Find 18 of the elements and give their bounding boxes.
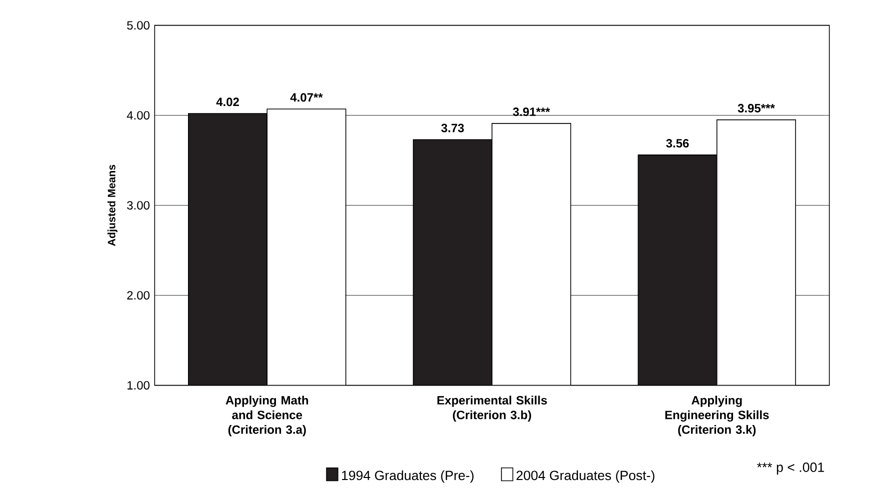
y-tick-label: 3.00: [127, 201, 150, 210]
data-label: 3.73: [441, 124, 464, 132]
x-tick-label: Experimental Skills (Criterion 3.b): [437, 396, 547, 422]
y-axis-title: Adjusted Means: [108, 164, 118, 246]
text: *** p < .001: [757, 462, 824, 475]
y-tick-label: 5.00: [127, 21, 150, 30]
y-tick-label: 1.00: [128, 381, 150, 390]
data-label: 4.02: [216, 98, 239, 106]
y-tick-label: 2.00: [127, 291, 150, 300]
legend-label: 2004 Graduates (Post-): [516, 470, 654, 483]
data-label: 3.56: [666, 139, 689, 148]
x-tick-label: Applying Engineering Skills (Criterion 3.k): [665, 396, 769, 436]
legend-label: 1994 Graduates (Pre-): [342, 470, 474, 483]
data-label: 3.91***: [512, 108, 550, 116]
y-tick-label: 4.00: [126, 111, 150, 120]
x-tick-label: Applying Math and Science (Criterion 3.a): [226, 396, 308, 436]
data-label: 4.07**: [290, 93, 323, 102]
data-label: 3.95***: [738, 104, 775, 112]
